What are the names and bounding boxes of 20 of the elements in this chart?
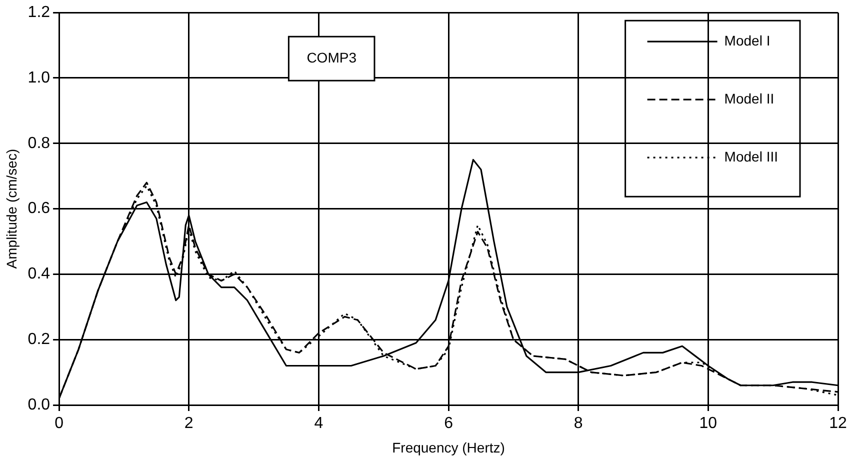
- legend-label: Model II: [724, 90, 774, 106]
- x-tick-label: 0: [54, 415, 64, 432]
- x-tick-label: 6: [444, 415, 454, 432]
- x-tick-label: 12: [829, 415, 847, 432]
- y-tick-label: 0.6: [28, 200, 50, 218]
- x-tick-label: 8: [574, 415, 583, 432]
- y-tick-label: 0.4: [28, 266, 50, 283]
- y-tick-label: 1.0: [28, 69, 50, 86]
- y-tick-label: 0.2: [28, 331, 50, 348]
- x-tick-label: 2: [184, 415, 194, 432]
- x-axis-title: Frequency (Hertz): [392, 439, 505, 456]
- y-tick-label: 1.2: [28, 4, 50, 22]
- x-tick-label: 10: [699, 415, 718, 432]
- legend-label: Model I: [724, 32, 770, 48]
- y-axis-title: Amplitude (cm/sec): [3, 148, 20, 269]
- x-tick-label: 4: [314, 415, 324, 432]
- text: COMP3: [306, 49, 357, 66]
- y-tick-label: 0.8: [28, 134, 50, 152]
- y-tick-label: 0.0: [28, 396, 50, 414]
- legend-label: Model III: [724, 148, 778, 164]
